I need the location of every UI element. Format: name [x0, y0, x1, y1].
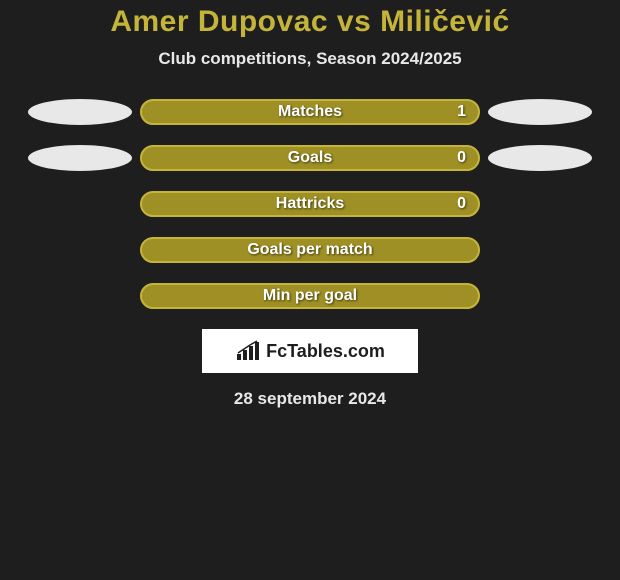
stat-bar: Goals 0	[140, 145, 480, 171]
stat-bar: Hattricks 0	[140, 191, 480, 217]
stat-label: Goals per match	[247, 241, 372, 259]
right-ellipse	[488, 145, 592, 171]
stat-rows: Matches 1 Goals 0 Hattricks 0 Goals per …	[0, 99, 620, 309]
date-text: 28 september 2024	[234, 389, 386, 409]
fctables-logo: FcTables.com	[235, 340, 385, 362]
stat-value: 1	[457, 103, 466, 121]
left-ellipse	[28, 145, 132, 171]
bar-chart-icon	[235, 340, 261, 362]
stat-row-min-per-goal: Min per goal	[0, 283, 620, 309]
left-ellipse	[28, 99, 132, 125]
stat-row-hattricks: Hattricks 0	[0, 191, 620, 217]
stat-row-matches: Matches 1	[0, 99, 620, 125]
stat-value: 0	[457, 149, 466, 167]
stat-label: Min per goal	[263, 287, 357, 305]
page-subtitle: Club competitions, Season 2024/2025	[158, 49, 461, 69]
logo-text: FcTables.com	[266, 341, 385, 362]
stat-bar: Goals per match	[140, 237, 480, 263]
stat-row-goals-per-match: Goals per match	[0, 237, 620, 263]
logo-box: FcTables.com	[202, 329, 418, 373]
right-ellipse	[488, 99, 592, 125]
stat-bar: Matches 1	[140, 99, 480, 125]
stat-label: Matches	[278, 103, 342, 121]
stat-label: Hattricks	[276, 195, 344, 213]
stat-bar: Min per goal	[140, 283, 480, 309]
stat-value: 0	[457, 195, 466, 213]
stat-label: Goals	[288, 149, 332, 167]
stat-row-goals: Goals 0	[0, 145, 620, 171]
page-title: Amer Dupovac vs Miličević	[110, 5, 509, 39]
